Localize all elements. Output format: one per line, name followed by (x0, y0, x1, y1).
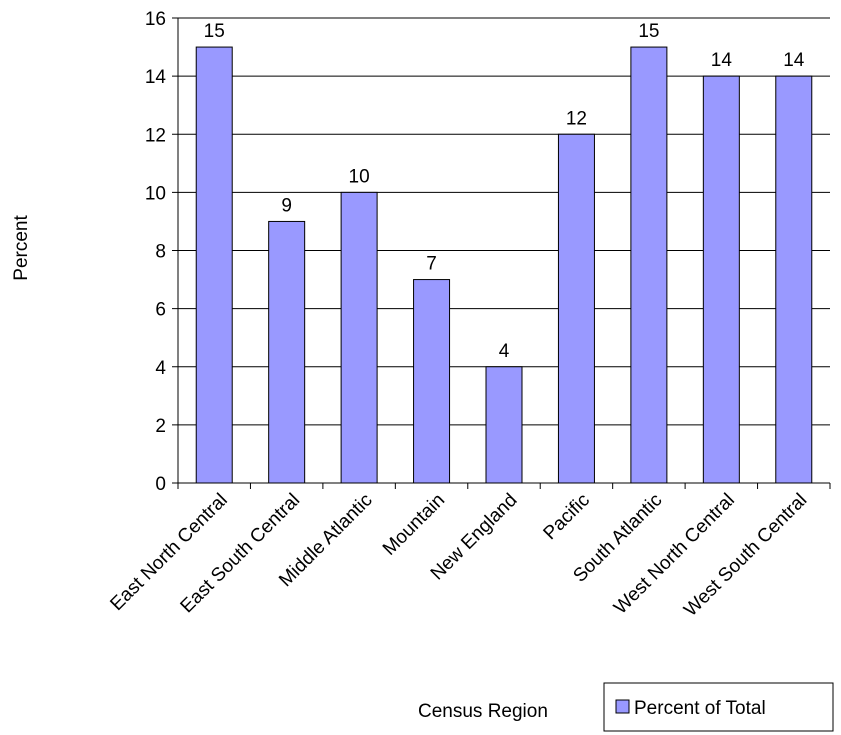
bar (630, 46, 668, 484)
data-label: 12 (566, 108, 587, 129)
bar (775, 75, 813, 484)
x-tick-label: Mountain (379, 490, 449, 560)
y-axis-title: Percent (11, 215, 32, 281)
x-tick-label: Pacific (540, 490, 594, 544)
bar (413, 279, 451, 484)
y-tick-label: 8 (155, 242, 166, 263)
x-tick-label: East North Central (106, 490, 231, 615)
bar (485, 366, 523, 484)
axes (172, 17, 831, 489)
data-label: 9 (281, 195, 292, 216)
x-tick-label: West North Central (610, 490, 739, 619)
x-tick-label: East South Central (177, 490, 305, 618)
bars (195, 46, 813, 484)
legend-label: Percent of Total (634, 698, 766, 719)
y-tick-label: 2 (155, 416, 166, 437)
data-label: 10 (349, 166, 370, 187)
y-tick-label: 16 (145, 9, 166, 30)
y-tick-label: 12 (145, 125, 166, 146)
legend-box (603, 682, 834, 732)
y-tick-label: 6 (155, 300, 166, 321)
bar (557, 133, 595, 484)
data-label: 14 (711, 50, 733, 71)
y-tick-labels: 0 2 4 6 8 10 12 14 16 (145, 9, 167, 495)
data-label: 4 (499, 341, 510, 362)
data-label: 7 (426, 254, 437, 275)
bar (702, 75, 740, 484)
y-tick-label: 14 (145, 67, 167, 88)
bar (195, 46, 233, 484)
data-label: 15 (204, 21, 225, 42)
x-tick-label: West South Central (680, 490, 811, 621)
y-tick-label: 0 (155, 474, 166, 495)
y-tick-label: 10 (145, 183, 166, 204)
legend: Percent of Total (603, 682, 834, 732)
legend-swatch (615, 699, 630, 714)
data-labels: 15 9 10 7 4 12 15 14 14 (204, 21, 805, 362)
x-axis-title: Census Region (418, 701, 548, 722)
data-label: 14 (783, 50, 805, 71)
data-label: 15 (638, 21, 659, 42)
y-tick-label: 4 (155, 358, 166, 379)
bar (268, 220, 306, 484)
bar (340, 191, 378, 484)
